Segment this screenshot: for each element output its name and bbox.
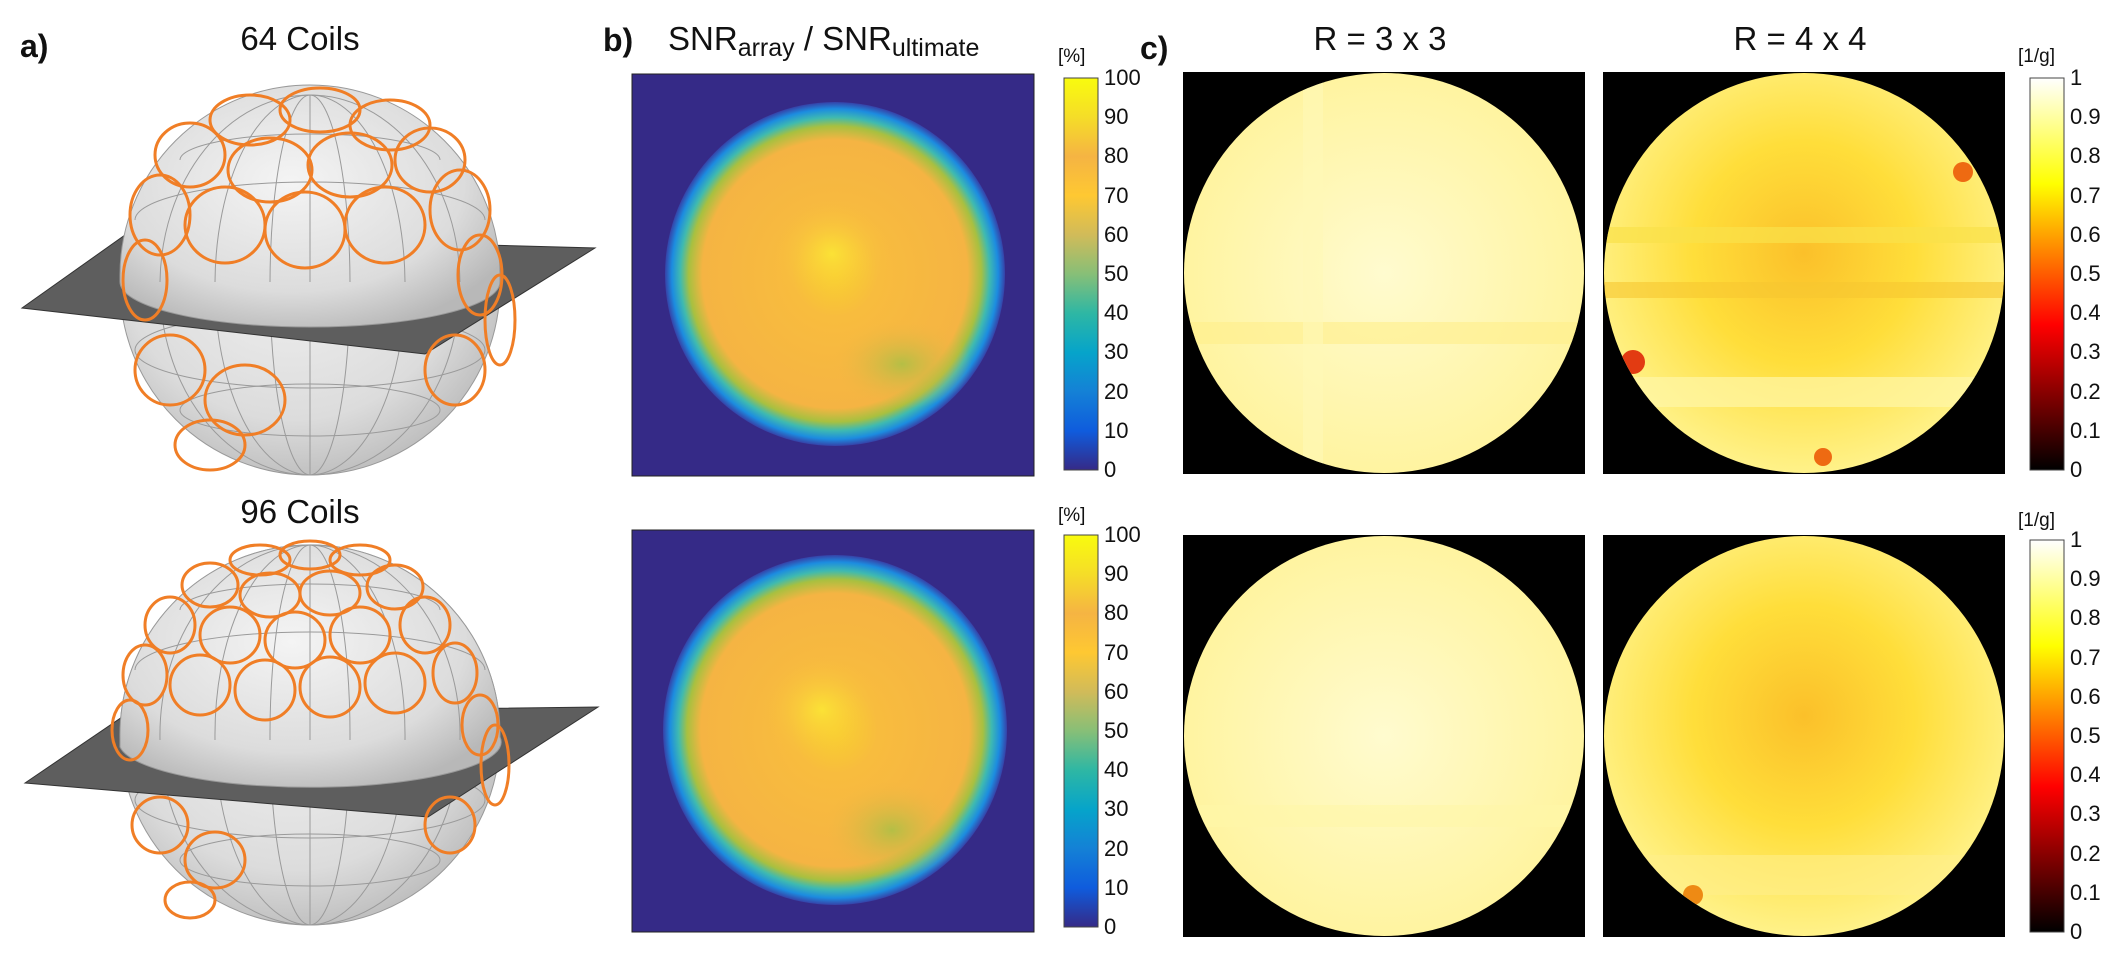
colorbar-tick-label: 0 — [1104, 457, 1117, 482]
gmap-96-r3x3 — [1183, 535, 1585, 937]
colorbar-tick-label: 1 — [2070, 65, 2083, 90]
panel-c-label: c) — [1140, 30, 1169, 66]
colorbar-tick-label: 0.1 — [2070, 879, 2101, 905]
colorbar-tick-label: 80 — [1104, 600, 1129, 626]
colorbar-tick-label: 90 — [1104, 561, 1129, 587]
colorbar-tick-label: 1 — [2070, 527, 2083, 552]
colorbar-tick-label: 0.3 — [2070, 339, 2101, 365]
gfactor-colorbar-ticks-64: 1 0.9 0.8 0.7 0.6 0.5 0.4 0.3 0.2 0.1 0 — [2070, 67, 2126, 481]
colorbar-tick-label: 0.4 — [2070, 300, 2101, 326]
title-sub-array: array — [737, 34, 795, 62]
colorbar-tick-label: 60 — [1104, 221, 1129, 247]
title-sep: / — [794, 20, 823, 57]
title-snr-1: SNR — [668, 20, 738, 57]
colorbar-tick-label: 90 — [1104, 104, 1129, 130]
colorbar-tick-label: 30 — [1104, 339, 1129, 365]
colorbar-tick-label: 0.7 — [2070, 182, 2101, 208]
colorbar-tick-label: 0.9 — [2070, 566, 2101, 592]
panel-a-title-64: 64 Coils — [240, 20, 360, 57]
colorbar-tick-label: 0.3 — [2070, 801, 2101, 827]
panel-a-title-96: 96 Coils — [240, 493, 360, 530]
colorbar-tick-label: 0.6 — [2070, 221, 2101, 247]
colorbar-tick-label: 10 — [1104, 874, 1129, 900]
colorbar-tick-label: 0.8 — [2070, 605, 2101, 631]
colorbar-tick-label: 20 — [1104, 835, 1129, 861]
gfactor-colorbar-96 — [2029, 539, 2065, 933]
snr-colorbar-ticks-64: 100 90 80 70 60 50 40 30 20 10 0 — [1104, 67, 1164, 481]
snr-map-96 — [631, 529, 1035, 933]
colorbar-tick-label: 10 — [1104, 417, 1129, 443]
colorbar-tick-label: 0.2 — [2070, 840, 2101, 866]
colorbar-tick-label: 100 — [1104, 65, 1141, 90]
colorbar-tick-label: 100 — [1104, 522, 1141, 547]
colorbar-tick-label: 0 — [2070, 919, 2083, 944]
colorbar-tick-label: 0.2 — [2070, 378, 2101, 404]
sphere-upper — [119, 84, 501, 328]
coil-loops — [121, 86, 517, 472]
snr-map-64 — [631, 73, 1035, 477]
gfactor-colorbar-ticks-96: 1 0.9 0.8 0.7 0.6 0.5 0.4 0.3 0.2 0.1 0 — [2070, 529, 2126, 943]
coil-loops — [110, 539, 511, 920]
colorbar-tick-label: 40 — [1104, 757, 1129, 783]
gmap-96-r4x4 — [1603, 535, 2005, 937]
colorbar-tick-label: 0.5 — [2070, 261, 2101, 286]
colorbar-tick-label: 60 — [1104, 678, 1129, 704]
panel-b-title: SNRarray / SNRultimate — [668, 20, 1008, 63]
panel-b-label: b) — [603, 22, 634, 58]
gfactor-colorbar-unit-64: [1/g] — [2018, 46, 2055, 67]
colorbar-tick-label: 20 — [1104, 378, 1129, 404]
panel-a-label: a) — [20, 28, 49, 64]
colorbar-tick-label: 40 — [1104, 300, 1129, 326]
col-title-3x3: R = 3 x 3 — [1313, 20, 1447, 57]
colorbar-tick-label: 0 — [1104, 914, 1117, 939]
colorbar-tick-label: 0.5 — [2070, 723, 2101, 748]
col-title-4x4: R = 4 x 4 — [1733, 20, 1867, 57]
colorbar-tick-label: 0.8 — [2070, 143, 2101, 169]
colorbar-tick-label: 70 — [1104, 182, 1129, 208]
colorbar-tick-label: 30 — [1104, 796, 1129, 822]
coil-sphere-96 — [23, 539, 600, 926]
snr-colorbar-ticks-96: 100 90 80 70 60 50 40 30 20 10 0 — [1104, 524, 1164, 938]
gmap-64-r4x4 — [1603, 72, 2005, 474]
gmap-64-r3x3 — [1183, 72, 1585, 474]
colorbar-tick-label: 0.1 — [2070, 417, 2101, 443]
snr-colorbar-64 — [1063, 77, 1099, 471]
colorbar-tick-label: 80 — [1104, 143, 1129, 169]
colorbar-tick-label: 0.6 — [2070, 683, 2101, 709]
gfactor-colorbar-unit-96: [1/g] — [2018, 510, 2055, 531]
colorbar-tick-label: 0.9 — [2070, 104, 2101, 130]
snr-colorbar-unit-96: [%] — [1058, 505, 1086, 526]
gfactor-colorbar-64 — [2029, 77, 2065, 471]
colorbar-tick-label: 0 — [2070, 457, 2083, 482]
snr-colorbar-unit-64: [%] — [1058, 46, 1086, 67]
colorbar-tick-label: 0.7 — [2070, 644, 2101, 670]
colorbar-tick-label: 50 — [1104, 718, 1129, 743]
colorbar-tick-label: 70 — [1104, 639, 1129, 665]
title-sub-ultimate: ultimate — [891, 34, 980, 62]
colorbar-tick-label: 0.4 — [2070, 762, 2101, 788]
title-snr-2: SNR — [822, 20, 892, 57]
coil-sphere-64 — [20, 84, 597, 476]
snr-colorbar-96 — [1063, 534, 1099, 928]
colorbar-tick-label: 50 — [1104, 261, 1129, 286]
